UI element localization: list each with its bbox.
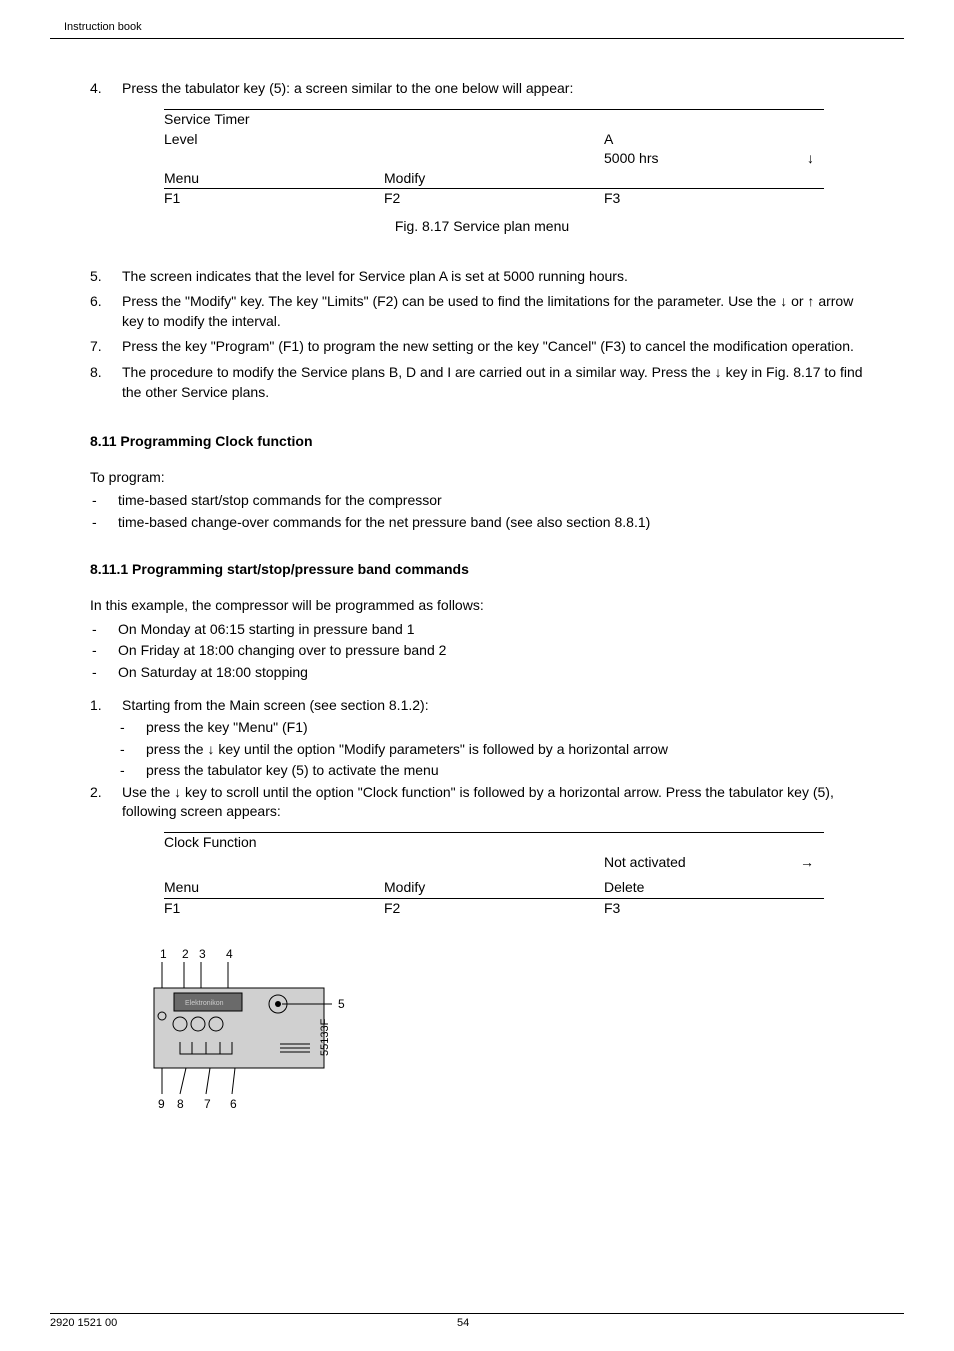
section-8-11-title: 8.11 Programming Clock function xyxy=(90,432,874,452)
sp-menu-label: Menu xyxy=(164,169,384,189)
cf-delete-label: Delete xyxy=(604,878,784,898)
sp-r2c3: A xyxy=(604,130,784,150)
svg-text:Elektronikon: Elektronikon xyxy=(185,1000,224,1007)
sp-down-arrow-icon: ↓ xyxy=(784,149,814,169)
proc-1-s3: - press the tabulator key (5) to activat… xyxy=(90,761,874,781)
fig-8-17-caption: Fig. 8.17 Service plan menu xyxy=(90,217,874,237)
proc-1-text: Starting from the Main screen (see secti… xyxy=(122,696,874,716)
to-program-b1: - time-based start/stop commands for the… xyxy=(90,491,874,511)
step-8-num: 8. xyxy=(90,363,122,402)
step-4-text: Press the tabulator key (5): a screen si… xyxy=(122,79,874,99)
diag-label-2: 2 xyxy=(182,947,189,961)
sp-r2c1: Level xyxy=(164,130,384,150)
diag-label-1: 1 xyxy=(160,947,167,961)
to-program-b2: - time-based change-over commands for th… xyxy=(90,513,874,533)
step-8: 8. The procedure to modify the Service p… xyxy=(90,363,874,402)
header-title: Instruction book xyxy=(64,21,142,33)
footer-page-number: 54 xyxy=(457,1316,497,1331)
sp-f1-label: F1 xyxy=(164,189,384,209)
control-panel-diagram: 1 2 3 4 Elektronikon 5 xyxy=(150,946,874,1122)
step-7-text: Press the key "Program" (F1) to program … xyxy=(122,337,874,357)
footer-left: 2920 1521 00 xyxy=(50,1316,457,1331)
cf-f1-label: F1 xyxy=(164,899,384,919)
proc-2: 2. Use the ↓ key to scroll until the opt… xyxy=(90,783,874,822)
dash-icon: - xyxy=(90,718,146,738)
proc-2-num: 2. xyxy=(90,783,122,822)
cf-modify-label: Modify xyxy=(384,878,604,898)
diag-label-4: 4 xyxy=(226,947,233,961)
cf-f3-label: F3 xyxy=(604,899,784,919)
sp-r3c3: 5000 hrs xyxy=(604,149,784,169)
dash-icon: - xyxy=(90,761,146,781)
cf-r2c3: Not activated xyxy=(604,853,784,873)
content-area: 4. Press the tabulator key (5): a screen… xyxy=(50,79,904,1312)
step-4: 4. Press the tabulator key (5): a screen… xyxy=(90,79,874,99)
dash-icon: - xyxy=(90,491,118,511)
proc-1-s1: - press the key "Menu" (F1) xyxy=(90,718,874,738)
clock-function-screen: Clock Function Not activated → Menu Modi… xyxy=(164,832,824,918)
step-5: 5. The screen indicates that the level f… xyxy=(90,267,874,287)
step-6: 6. Press the "Modify" key. The key "Limi… xyxy=(90,292,874,331)
proc-1-s2: - press the ↓ key until the option "Modi… xyxy=(90,740,874,760)
cf-f2-label: F2 xyxy=(384,899,604,919)
step-7: 7. Press the key "Program" (F1) to progr… xyxy=(90,337,874,357)
sp-f2-label: F2 xyxy=(384,189,604,209)
example-b3: - On Saturday at 18:00 stopping xyxy=(90,663,874,683)
step-7-num: 7. xyxy=(90,337,122,357)
proc-1-num: 1. xyxy=(90,696,122,716)
cf-right-arrow-icon: → xyxy=(784,853,814,873)
sp-r1c1: Service Timer xyxy=(164,110,384,130)
service-plan-screen: Service Timer Level A 5000 hrs ↓ Menu Mo… xyxy=(164,109,824,209)
dash-icon: - xyxy=(90,641,118,661)
step-5-text: The screen indicates that the level for … xyxy=(122,267,874,287)
example-b2: - On Friday at 18:00 changing over to pr… xyxy=(90,641,874,661)
step-8-text: The procedure to modify the Service plan… xyxy=(122,363,874,402)
diag-label-3: 3 xyxy=(199,947,206,961)
proc-2-text: Use the ↓ key to scroll until the option… xyxy=(122,783,874,822)
cf-r1c1: Clock Function xyxy=(164,833,384,853)
dash-icon: - xyxy=(90,740,146,760)
dash-icon: - xyxy=(90,513,118,533)
diag-label-5: 5 xyxy=(338,997,345,1011)
proc-1: 1. Starting from the Main screen (see se… xyxy=(90,696,874,716)
page-header: Instruction book xyxy=(50,20,904,39)
step-6-text: Press the "Modify" key. The key "Limits"… xyxy=(122,292,874,331)
example-intro: In this example, the compressor will be … xyxy=(90,596,874,616)
dash-icon: - xyxy=(90,620,118,640)
example-b1: - On Monday at 06:15 starting in pressur… xyxy=(90,620,874,640)
diag-label-6: 6 xyxy=(230,1097,237,1111)
dash-icon: - xyxy=(90,663,118,683)
step-6-num: 6. xyxy=(90,292,122,331)
diag-label-8: 8 xyxy=(177,1097,184,1111)
page-footer: 2920 1521 00 54 xyxy=(50,1313,904,1331)
diag-label-9: 9 xyxy=(158,1097,165,1111)
sp-modify-label: Modify xyxy=(384,169,604,189)
step-5-num: 5. xyxy=(90,267,122,287)
to-program-intro: To program: xyxy=(90,468,874,488)
step-4-num: 4. xyxy=(90,79,122,99)
section-8-11-1-title: 8.11.1 Programming start/stop/pressure b… xyxy=(90,560,874,580)
sp-f3-label: F3 xyxy=(604,189,784,209)
cf-menu-label: Menu xyxy=(164,878,384,898)
diag-side-label: 55133F xyxy=(319,1019,331,1057)
diag-label-7: 7 xyxy=(204,1097,211,1111)
